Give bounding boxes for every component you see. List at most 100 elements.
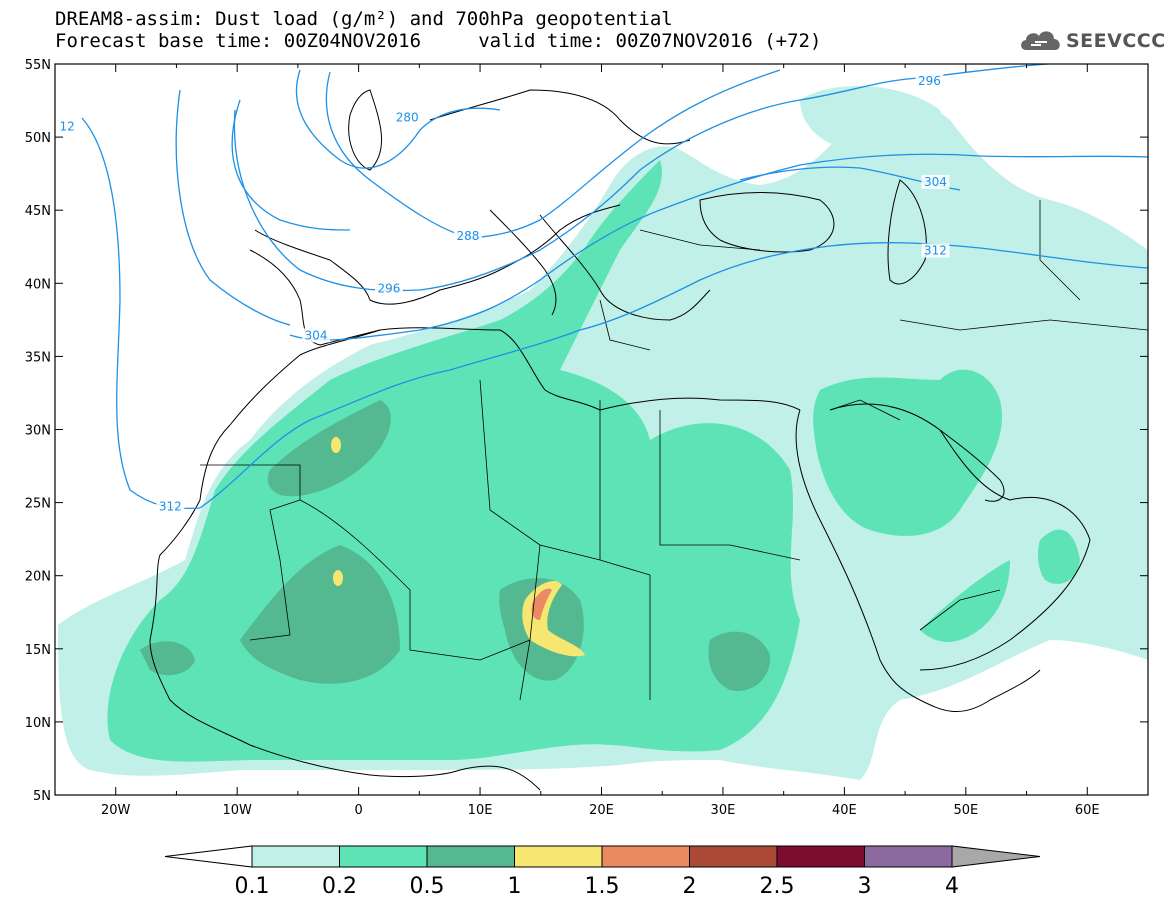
coastline-black-sea: [699, 192, 835, 253]
contour-label-bg: [374, 281, 403, 296]
dust-level-0.5: [140, 641, 195, 676]
contour-labels: 12 280 296 304 288 312 296 304 312: [57, 74, 950, 514]
contour-label: 312: [159, 499, 182, 513]
border-line: [639, 229, 761, 251]
coastline-persian-gulf: [939, 429, 1005, 502]
colorbar-swatch: [426, 845, 515, 868]
contour-312: [199, 242, 1148, 509]
y-tick-label: 45N: [25, 204, 51, 219]
y-tick-label: 35N: [25, 350, 51, 365]
border-line: [1039, 200, 1081, 301]
title-line-1: DREAM8-assim: Dust load (g/m²) and 700hP…: [55, 8, 673, 30]
dust-level-0.5: [240, 545, 400, 684]
colorbar-swatch: [514, 845, 603, 868]
dust-level-0.2: [920, 560, 1010, 642]
x-axis: 20W 10W 0 10E 20E 30E 40E 50E 60E: [54, 64, 1149, 818]
x-tick-label: 0: [354, 803, 362, 818]
colorbar-swatch: [339, 845, 428, 868]
colorbar-swatch: [601, 845, 690, 868]
colorbar-label: 2: [683, 874, 697, 899]
dust-fields: [58, 86, 1148, 780]
contour-label: 280: [396, 111, 419, 125]
contour-label-bg: [57, 119, 78, 134]
contour-label: 312: [924, 244, 947, 258]
border-line: [659, 410, 801, 561]
colorbar-label: 2.5: [760, 874, 795, 899]
border-line: [409, 590, 531, 661]
x-tick-label: 20W: [101, 803, 131, 818]
contour-288-west: [231, 99, 351, 231]
y-tick-label: 5N: [33, 789, 51, 804]
colorbar-label: 3: [858, 874, 872, 899]
contour-label: 304: [924, 175, 947, 189]
contour-296-west: [175, 89, 291, 326]
coastline-iberia: [249, 249, 381, 346]
coastline-east-africa: [919, 669, 1041, 713]
coastline-italy: [489, 209, 557, 316]
coastline-north-africa: [229, 327, 801, 426]
coastline-balkans: [539, 214, 711, 321]
y-tick-label: 25N: [25, 497, 51, 512]
colorbar-label: 0.2: [322, 874, 357, 899]
x-tick-label: 40E: [832, 803, 857, 818]
contour-label: 296: [918, 74, 941, 88]
dust-level-0.5: [267, 400, 391, 497]
contour-label-bg: [393, 110, 422, 125]
border-line: [200, 464, 301, 641]
y-axis: 55N 50N 45N 40N 35N 30N 25N 20N 15N 10N 5N: [25, 58, 1148, 804]
coastline-europe: [254, 204, 621, 305]
colorbar: 0.1 0.2 0.5 1 1.5 2 2.5 3 4: [164, 845, 1041, 899]
y-tick-label: 50N: [25, 131, 51, 146]
dust-level-1: [333, 570, 343, 586]
contour-label: 296: [378, 282, 401, 296]
x-tick-label: 30E: [711, 803, 736, 818]
colorbar-label: 1: [508, 874, 522, 899]
x-tick-label: 60E: [1075, 803, 1100, 818]
colorbar-swatch: [689, 845, 778, 868]
colorbar-label: 4: [945, 874, 959, 899]
coastline-arabia: [829, 403, 1091, 671]
contour-label-bg: [921, 174, 950, 189]
y-tick-label: 40N: [25, 277, 51, 292]
coastline-british-isles: [348, 89, 383, 171]
border-line: [829, 399, 901, 421]
contour-label: 288: [456, 229, 479, 243]
colorbar-swatch: [776, 845, 865, 868]
logo-text: SEEVCCC: [1066, 30, 1165, 52]
x-tick-label: 10W: [222, 803, 252, 818]
border-line: [519, 544, 541, 701]
contour-312-west: [81, 117, 201, 510]
colorbar-label: 0.5: [410, 874, 445, 899]
coastlines: [149, 89, 1091, 791]
x-tick-label: 10E: [468, 803, 493, 818]
y-tick-label: 20N: [25, 570, 51, 585]
y-tick-label: 55N: [25, 58, 51, 73]
colorbar-under-arrow: [164, 845, 253, 868]
y-tick-label: 15N: [25, 643, 51, 658]
dust-level-0.2: [813, 369, 1002, 536]
contour-label-bg: [453, 228, 482, 243]
colorbar-label: 0.1: [235, 874, 270, 899]
y-tick-label: 30N: [25, 424, 51, 439]
contour-label: 12: [60, 119, 75, 133]
x-tick-label: 20E: [589, 803, 614, 818]
contour-288: [325, 69, 781, 239]
border-line: [899, 319, 1148, 331]
dust-level-0.1: [800, 86, 942, 150]
coastline-north-europe: [429, 89, 691, 145]
y-tick-label: 10N: [25, 716, 51, 731]
title-line-2: Forecast base time: 00Z04NOV2016 valid t…: [55, 30, 822, 52]
contour-label-bg: [156, 499, 185, 514]
x-tick-label: 50E: [953, 803, 978, 818]
border-line: [919, 589, 1001, 631]
map-title: DREAM8-assim: Dust load (g/m²) and 700hP…: [55, 8, 821, 52]
colorbar-swatch: [251, 845, 340, 868]
contour-280: [295, 69, 501, 169]
colorbar-over-arrow: [951, 845, 1041, 868]
dust-level-0.2: [1037, 529, 1080, 584]
contour-304: [289, 153, 1148, 341]
contour-label-bg: [915, 74, 944, 89]
coastline-red-sea: [795, 409, 921, 701]
border-line: [599, 299, 651, 351]
